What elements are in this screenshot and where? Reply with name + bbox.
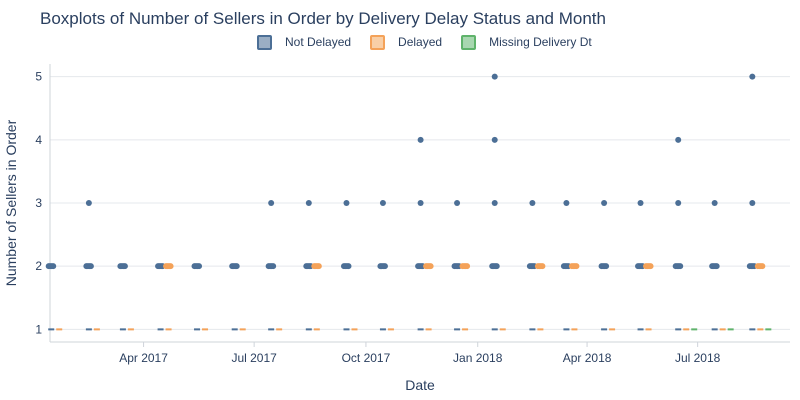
outlier-point: [637, 200, 644, 206]
y-tick-label: 5: [35, 70, 42, 84]
outlier-point: [563, 200, 570, 206]
outlier-point: [759, 263, 766, 270]
legend-label-not-delayed: Not Delayed: [285, 35, 352, 49]
y-axis-title: Number of Sellers in Order: [3, 119, 19, 286]
outlier-point: [711, 200, 718, 206]
outlier-point: [677, 263, 684, 270]
outlier-point: [343, 200, 350, 206]
outlier-point: [573, 263, 580, 270]
y-tick-label: 2: [35, 259, 42, 273]
legend-item-delayed[interactable]: Delayed: [370, 34, 443, 50]
outlier-point: [427, 263, 434, 270]
outlier-point: [381, 263, 388, 270]
axis-layer: 1 2 3 4 5 Apr 2017 Jul 2017 Oct 2017 Jan 2018 Apr…: [35, 64, 790, 365]
outlier-point: [417, 136, 424, 143]
outlier-point: [454, 200, 461, 206]
outlier-point: [50, 263, 57, 270]
outlier-point: [539, 263, 546, 270]
x-tick-label: Jul 2017: [231, 351, 277, 365]
outlier-point: [749, 200, 756, 206]
outlier-point: [379, 200, 386, 206]
outlier-point: [167, 263, 174, 270]
outlier-point: [417, 200, 424, 206]
outlier-point: [345, 263, 352, 270]
outlier-point: [196, 263, 203, 270]
x-tick-label: Jul 2018: [675, 351, 721, 365]
outlier-point: [493, 263, 500, 270]
y-tick-label: 3: [35, 196, 42, 210]
x-axis-title: Date: [405, 377, 435, 393]
outlier-point: [601, 200, 608, 206]
y-tick-label: 4: [35, 133, 42, 147]
outlier-point: [121, 263, 128, 270]
outlier-point: [305, 200, 312, 206]
legend-label-delayed: Delayed: [398, 35, 443, 49]
outlier-point: [491, 73, 498, 80]
outlier-point: [749, 73, 756, 80]
outlier-point: [713, 263, 720, 270]
series-delayed: [56, 263, 766, 331]
legend-swatch-missing-delivery-dt: [461, 34, 477, 50]
chart-title: Boxplots of Number of Sellers in Order b…: [40, 9, 606, 28]
outlier-point: [270, 263, 277, 270]
outlier-point: [603, 263, 610, 270]
outlier-point: [675, 136, 682, 143]
legend: Not Delayed Delayed Missing Delivery Dt: [257, 33, 611, 51]
marks-layer: [45, 73, 772, 331]
legend-item-missing-delivery-dt[interactable]: Missing Delivery Dt: [461, 34, 592, 50]
outlier-point: [647, 263, 654, 270]
outlier-point: [464, 263, 471, 270]
outlier-point: [268, 200, 275, 206]
outlier-point: [491, 200, 498, 206]
x-tick-label: Oct 2017: [342, 351, 391, 365]
x-tick-label: Jan 2018: [453, 351, 503, 365]
legend-item-not-delayed[interactable]: Not Delayed: [257, 34, 352, 50]
legend-swatch-not-delayed: [257, 34, 272, 50]
outlier-point: [315, 263, 322, 270]
outlier-point: [85, 200, 92, 206]
outlier-point: [491, 136, 498, 143]
x-tick-label: Apr 2018: [563, 351, 612, 365]
series-not-delayed: [45, 73, 758, 331]
outlier-point: [87, 263, 94, 270]
outlier-point: [233, 263, 240, 270]
x-tick-label: Apr 2017: [119, 351, 168, 365]
y-tick-label: 1: [35, 322, 42, 336]
legend-swatch-delayed: [370, 34, 386, 50]
outlier-point: [529, 200, 536, 206]
legend-label-missing-delivery-dt: Missing Delivery Dt: [489, 35, 592, 49]
outlier-point: [675, 200, 682, 206]
